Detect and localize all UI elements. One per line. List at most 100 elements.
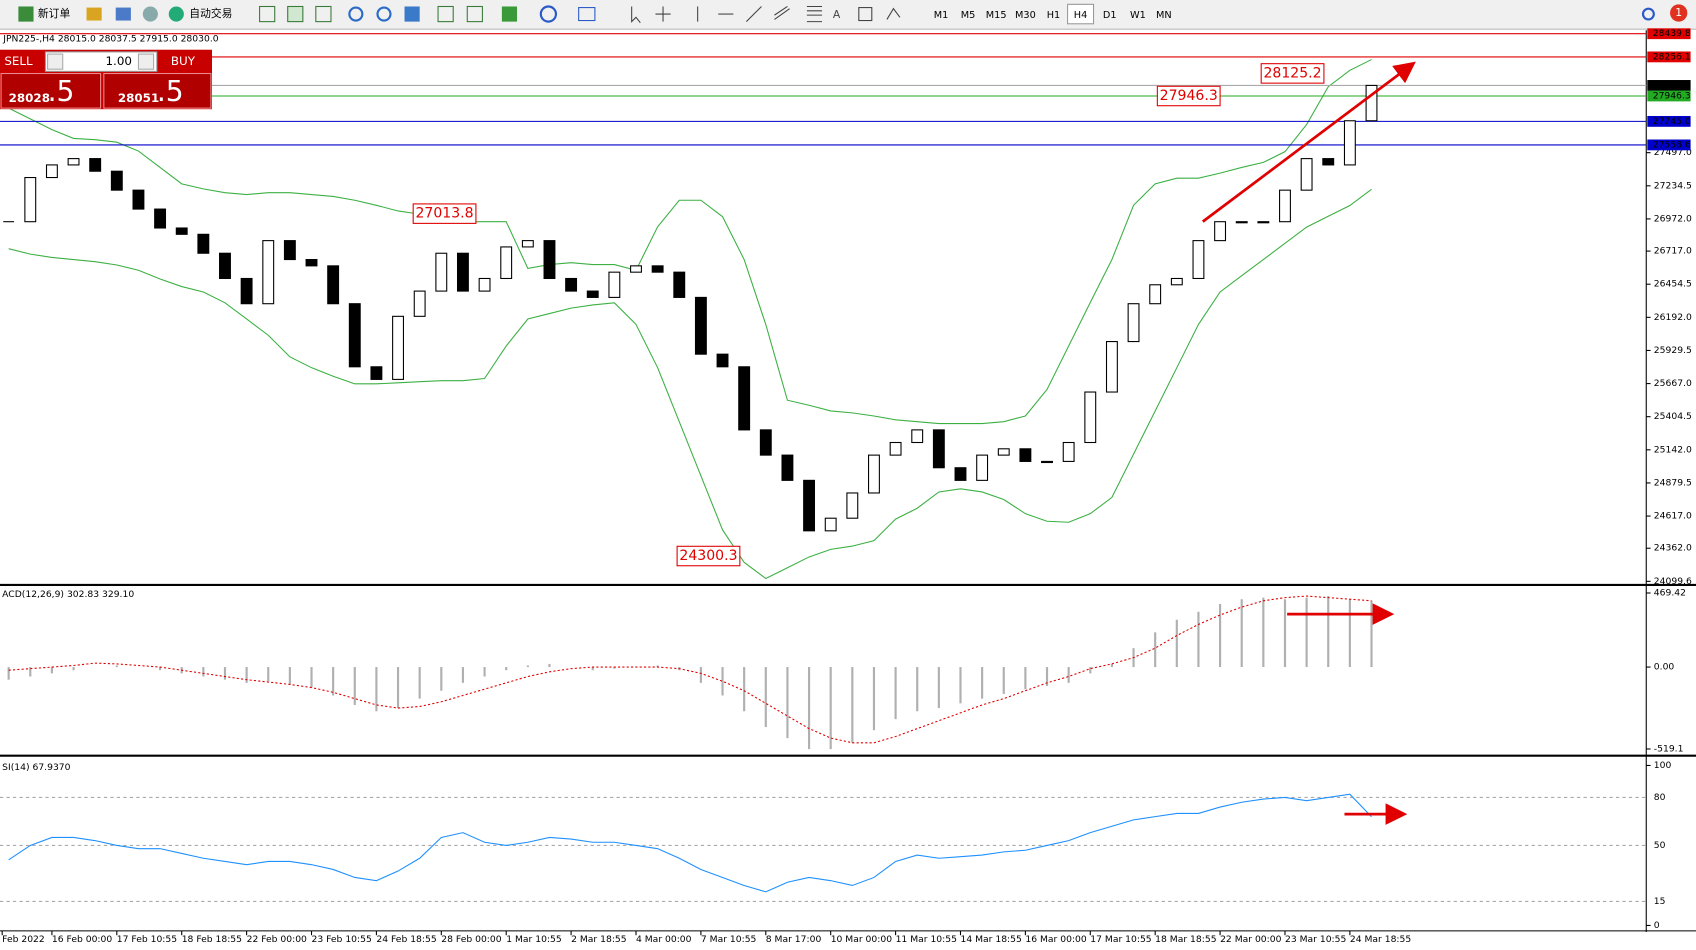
tool-button[interactable] [315, 5, 332, 23]
candle [175, 227, 188, 235]
x-tick-label: 16 Mar 00:00 [1025, 934, 1087, 945]
candle [1279, 189, 1291, 223]
candle [1019, 448, 1032, 462]
candle [716, 353, 729, 368]
price-annotation: 28125.2 [1263, 65, 1321, 81]
candle [413, 290, 426, 317]
y-tick-label: 100 [1654, 760, 1672, 771]
volume-input[interactable] [44, 51, 158, 72]
volume-decrease[interactable] [47, 53, 64, 70]
tool-button[interactable] [437, 5, 454, 23]
search[interactable] [1641, 7, 1655, 21]
candle [1127, 303, 1140, 343]
candle [586, 290, 599, 298]
candle [673, 271, 686, 298]
timeframe-button[interactable]: M15 [986, 10, 1007, 21]
timeframe-button[interactable]: M30 [1015, 10, 1036, 21]
shapes-tool[interactable] [886, 7, 901, 20]
auto-trading-button[interactable]: 自动交易 [189, 6, 232, 20]
fibo-tool[interactable] [806, 5, 823, 23]
templates[interactable] [578, 7, 596, 22]
candle [197, 233, 210, 254]
volume-increase[interactable] [137, 53, 155, 70]
candle [651, 265, 664, 273]
label-tool[interactable] [858, 7, 873, 22]
candle [911, 429, 924, 444]
chart-tools [259, 5, 596, 23]
candle [219, 252, 231, 280]
trade-panel: SELL 1.00 BUY 28028 .5 28051 .5 [0, 49, 212, 110]
sell-button[interactable]: SELL [4, 54, 33, 68]
toolbar-icon[interactable] [86, 7, 102, 21]
y-tick-label: 27497.0 [1654, 147, 1692, 158]
candle [1170, 277, 1183, 286]
rsi-line [8, 793, 1372, 893]
buy-price-box[interactable] [103, 72, 212, 109]
timeframe-button[interactable]: W1 [1130, 10, 1146, 21]
candle [1365, 84, 1378, 122]
sell-price-box[interactable] [0, 72, 102, 109]
candle [846, 492, 859, 519]
macd-pane: 469.42 0.00 -519.1 [7, 587, 1686, 754]
zoom-in[interactable] [348, 6, 364, 22]
x-tick-label: 4 Mar 00:00 [636, 934, 692, 945]
timeframe-button[interactable]: H1 [1047, 10, 1061, 21]
y-tick-label: 25142.0 [1654, 444, 1692, 455]
cursor-tool[interactable] [631, 6, 641, 24]
candle [521, 240, 534, 248]
candle [1105, 341, 1118, 393]
timeframe-button[interactable]: H4 [1074, 10, 1088, 21]
tile-windows[interactable] [404, 6, 420, 22]
candle [240, 277, 253, 305]
candle [435, 252, 448, 292]
auto-trading-icon[interactable] [168, 6, 184, 22]
x-tick-label: 23 Mar 10:55 [1285, 934, 1347, 945]
price-annotation: 24300.3 [679, 548, 737, 564]
x-tick-label: 18 Mar 18:55 [1155, 934, 1217, 945]
tool-button[interactable] [466, 5, 483, 23]
drawing-tools: A [631, 5, 901, 24]
x-tick-label: 7 Mar 10:55 [701, 934, 757, 945]
crosshair-tool[interactable] [655, 6, 671, 22]
buy-price-pips[interactable]: .5 [157, 75, 184, 108]
y-tick-label: 26972.0 [1654, 213, 1692, 224]
price-level-label: 27745.0 [1653, 116, 1691, 127]
candle [824, 517, 837, 532]
toolbar-icon[interactable] [115, 7, 131, 21]
candle [500, 246, 513, 280]
price-annotation-box [412, 203, 477, 224]
tool-button[interactable] [259, 5, 276, 23]
price-pane: 27497.0 27234.5 26972.0 26717.0 26454.5 26192… [0, 28, 1692, 587]
new-order-button[interactable]: 新订单 [38, 6, 71, 20]
price-level-tag [1647, 51, 1691, 63]
indicators[interactable] [501, 6, 518, 22]
x-tick-label: 8 Mar 17:00 [766, 934, 822, 945]
candle [67, 158, 80, 166]
sell-price[interactable]: 28028 [9, 91, 50, 105]
x-tick-label: 17 Mar 10:55 [1090, 934, 1152, 945]
timeframe-active [1067, 3, 1095, 25]
y-tick-label: 24099.6 [1654, 576, 1692, 587]
notification-count[interactable]: 1 [1675, 6, 1682, 19]
buy-button[interactable]: BUY [171, 54, 196, 68]
notification-badge[interactable] [1670, 4, 1688, 22]
y-tick-label: 25667.0 [1654, 378, 1692, 389]
timeframe-button[interactable]: M1 [934, 10, 949, 21]
toolbar-icon[interactable] [142, 6, 158, 22]
timeframe-button[interactable]: M5 [961, 10, 976, 21]
new-order-icon[interactable] [18, 6, 34, 22]
tool-button[interactable] [287, 5, 304, 23]
timeframe-button[interactable]: D1 [1103, 10, 1117, 21]
volume-value[interactable]: 1.00 [106, 54, 132, 68]
candle [154, 208, 167, 229]
zoom-out[interactable] [376, 6, 392, 22]
sell-price-pips[interactable]: .5 [48, 75, 75, 108]
trendline-tool[interactable] [745, 6, 762, 23]
candle [1300, 158, 1313, 191]
y-tick-label: 24362.0 [1654, 543, 1692, 554]
buy-price[interactable]: 28051 [118, 91, 159, 105]
text-tool[interactable]: A [833, 8, 841, 21]
channel-tool[interactable] [774, 6, 790, 20]
periods[interactable] [539, 5, 558, 23]
timeframe-button[interactable]: MN [1156, 10, 1172, 21]
